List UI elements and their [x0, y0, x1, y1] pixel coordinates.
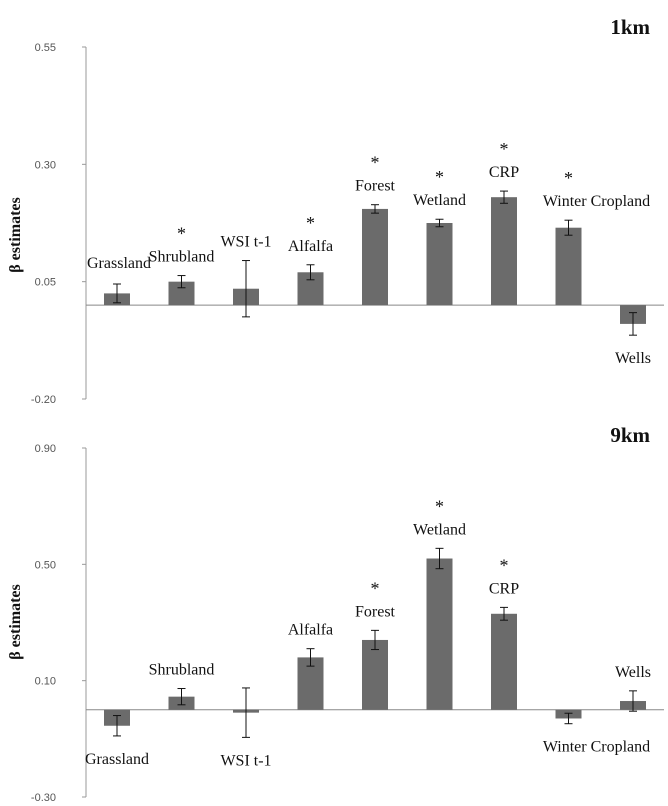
- y-tick-label: 0.90: [35, 443, 56, 455]
- panel-title: 9km: [610, 423, 650, 447]
- y-tick-label: 0.50: [35, 559, 56, 571]
- category-label: Forest: [355, 178, 396, 195]
- significance-star: *: [564, 168, 573, 188]
- significance-star: *: [435, 496, 444, 516]
- category-label: Alfalfa: [288, 238, 333, 255]
- category-label: Alfalfa: [288, 622, 333, 639]
- category-label: Grassland: [85, 751, 149, 768]
- significance-star: *: [371, 153, 380, 173]
- significance-star: *: [177, 224, 186, 244]
- category-label: Wetland: [413, 521, 466, 538]
- panel-title: 1km: [610, 15, 650, 39]
- bar: [168, 281, 195, 306]
- category-label: Winter Cropland: [543, 193, 650, 210]
- y-tick-label: -0.30: [31, 792, 56, 804]
- bar: [426, 223, 453, 306]
- bar: [362, 208, 388, 306]
- y-tick-label: 0.55: [35, 42, 56, 54]
- category-label: Winter Cropland: [543, 739, 650, 756]
- bar: [426, 558, 453, 710]
- y-tick-label: 0.05: [35, 277, 56, 289]
- category-label: Shrubland: [149, 249, 215, 266]
- category-label: Wetland: [413, 192, 466, 209]
- category-label: Wells: [615, 350, 651, 367]
- significance-star: *: [306, 213, 315, 233]
- category-label: Shrubland: [149, 662, 215, 679]
- significance-star: *: [371, 578, 380, 598]
- y-tick-label: 0.10: [35, 676, 56, 688]
- category-label: Grassland: [87, 255, 151, 272]
- bar: [491, 197, 517, 306]
- panel-9km: 9km β estimates 0.90 0.50 0.10 -0.30 Grassland…: [7, 423, 664, 804]
- bar: [555, 227, 582, 306]
- category-label: WSI t-1: [220, 234, 271, 251]
- category-label: CRP: [489, 580, 519, 597]
- panel-1km: 1km β estimates 0.55 0.30 0.05 -0.20 Grassland…: [7, 15, 664, 406]
- significance-star: *: [500, 139, 509, 159]
- category-label: WSI t-1: [220, 752, 271, 769]
- y-tick-label: 0.30: [35, 159, 56, 171]
- significance-star: *: [500, 555, 509, 575]
- y-axis-label: β estimates: [7, 584, 24, 660]
- category-label: Forest: [355, 603, 396, 620]
- bar: [362, 639, 388, 710]
- significance-star: *: [435, 167, 444, 187]
- category-label: Wells: [615, 664, 651, 681]
- category-label: CRP: [489, 164, 519, 181]
- bar: [491, 613, 517, 710]
- y-axis-label: β estimates: [7, 197, 24, 273]
- y-tick-label: -0.20: [31, 394, 56, 406]
